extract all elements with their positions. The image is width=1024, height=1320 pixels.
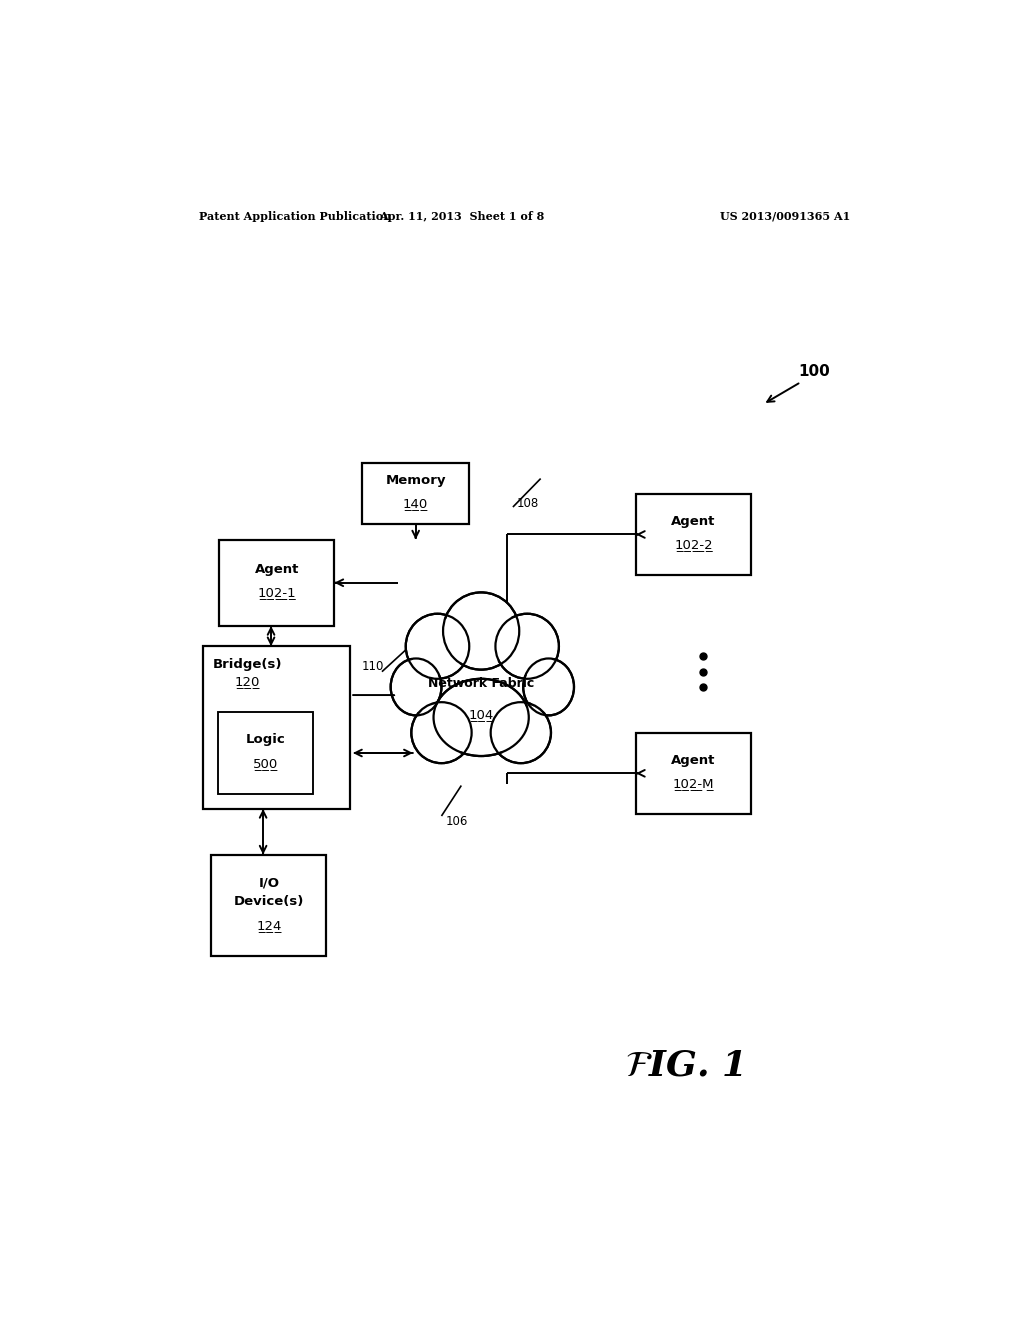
Ellipse shape [415, 706, 468, 759]
Ellipse shape [490, 702, 551, 763]
Bar [218, 713, 313, 793]
Text: 1̲4̲0̲: 1̲4̲0̲ [403, 498, 428, 511]
Text: US 2013/0091365 A1: US 2013/0091365 A1 [720, 211, 850, 222]
Text: 1̲0̲2̲-̲M̲: 1̲0̲2̲-̲M̲ [673, 777, 714, 789]
Ellipse shape [447, 597, 515, 665]
Text: 5̲0̲0̲: 5̲0̲0̲ [253, 756, 278, 770]
Text: 100: 100 [799, 364, 830, 379]
Ellipse shape [526, 661, 571, 711]
Ellipse shape [495, 706, 548, 759]
Ellipse shape [391, 659, 441, 715]
Text: Agent: Agent [672, 754, 716, 767]
Text: 108: 108 [517, 498, 539, 511]
Text: Patent Application Publication: Patent Application Publication [200, 211, 392, 222]
Text: 1̲0̲2̲-̲1̲: 1̲0̲2̲-̲1̲ [257, 586, 296, 599]
Text: 106: 106 [445, 814, 468, 828]
Bar [362, 463, 469, 524]
Text: 1̲0̲4̲: 1̲0̲4̲ [469, 708, 494, 721]
Bar [204, 647, 350, 809]
Bar [219, 540, 334, 626]
Ellipse shape [500, 618, 555, 675]
Text: 1̲2̲0̲: 1̲2̲0̲ [234, 676, 260, 688]
Bar [636, 733, 751, 814]
Ellipse shape [433, 678, 528, 756]
Text: 1̲0̲2̲-̲2̲: 1̲0̲2̲-̲2̲ [674, 539, 713, 552]
Text: Logic: Logic [246, 734, 285, 746]
Ellipse shape [439, 684, 523, 751]
Text: Agent: Agent [255, 564, 299, 576]
Text: Memory: Memory [385, 474, 445, 487]
Bar [211, 854, 327, 956]
Bar [636, 494, 751, 576]
Ellipse shape [406, 614, 469, 678]
Text: 1̲2̲4̲: 1̲2̲4̲ [256, 919, 282, 932]
Ellipse shape [496, 614, 559, 678]
Text: Network Fabric: Network Fabric [428, 677, 535, 690]
Text: Bridge(s): Bridge(s) [212, 659, 282, 671]
Ellipse shape [394, 661, 438, 711]
Text: Device(s): Device(s) [233, 895, 304, 908]
Ellipse shape [410, 618, 466, 675]
Ellipse shape [443, 593, 519, 669]
Text: Agent: Agent [672, 515, 716, 528]
Ellipse shape [523, 659, 574, 715]
Ellipse shape [412, 702, 472, 763]
Text: I/O: I/O [258, 876, 280, 890]
Text: 110: 110 [362, 660, 384, 673]
Text: $\mathcal{F}$IG. 1: $\mathcal{F}$IG. 1 [625, 1048, 742, 1082]
Text: Apr. 11, 2013  Sheet 1 of 8: Apr. 11, 2013 Sheet 1 of 8 [379, 211, 544, 222]
